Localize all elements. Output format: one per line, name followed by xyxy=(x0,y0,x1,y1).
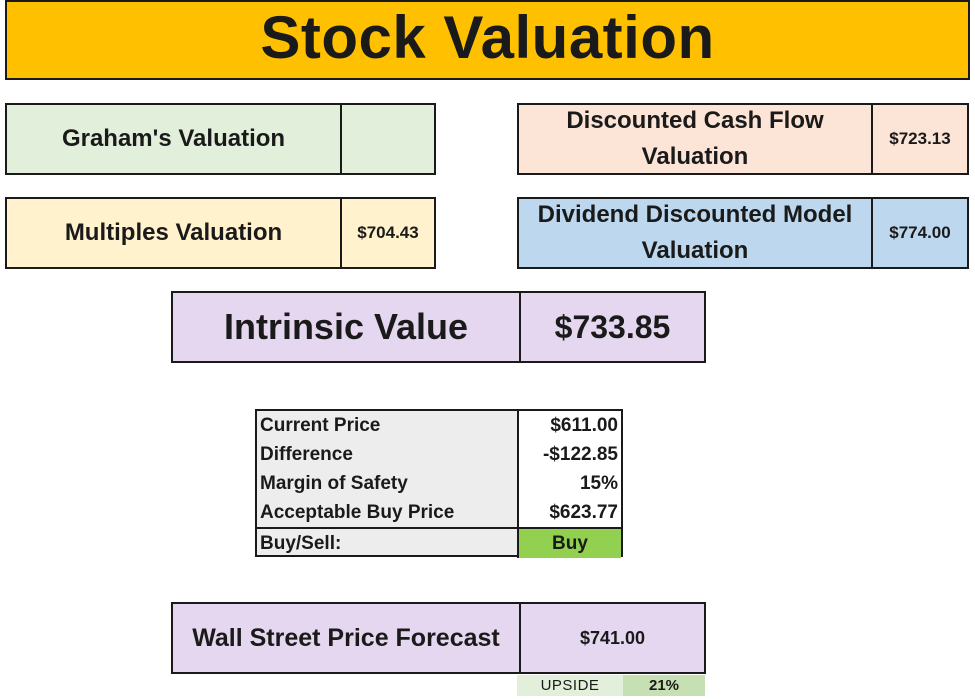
table-row: Margin of Safety 15% xyxy=(257,469,621,498)
wall-street-forecast-label: Wall Street Price Forecast xyxy=(192,624,500,652)
acceptable-buy-price-value[interactable]: $623.77 xyxy=(519,498,621,527)
margin-of-safety-value[interactable]: 15% xyxy=(519,469,621,498)
upside-row: UPSIDE 21% xyxy=(517,675,705,696)
table-row: Acceptable Buy Price $623.77 xyxy=(257,498,621,527)
multiples-valuation-value[interactable]: $704.43 xyxy=(340,199,434,267)
intrinsic-value-box: Intrinsic Value $733.85 xyxy=(171,291,706,363)
graham-valuation-box: Graham's Valuation xyxy=(5,103,436,175)
graham-valuation-label: Graham's Valuation xyxy=(61,125,286,152)
wall-street-forecast-box: Wall Street Price Forecast $741.00 xyxy=(171,602,706,674)
ddm-valuation-label: Dividend Discounted Model Valuation xyxy=(537,201,853,264)
difference-label: Difference xyxy=(257,440,519,469)
title-bar: Stock Valuation xyxy=(5,0,970,80)
multiples-valuation-label: Multiples Valuation xyxy=(64,219,283,246)
ddm-valuation-box: Dividend Discounted Model Valuation $774… xyxy=(517,197,969,269)
multiples-valuation-box: Multiples Valuation $704.43 xyxy=(5,197,436,269)
table-row: Current Price $611.00 xyxy=(257,411,621,440)
difference-value[interactable]: -$122.85 xyxy=(519,440,621,469)
buy-sell-value[interactable]: Buy xyxy=(519,529,621,558)
buy-sell-label: Buy/Sell: xyxy=(257,529,519,558)
dcf-valuation-box: Discounted Cash Flow Valuation $723.13 xyxy=(517,103,969,175)
table-row: Difference -$122.85 xyxy=(257,440,621,469)
acceptable-buy-price-label: Acceptable Buy Price xyxy=(257,498,519,527)
intrinsic-value-label: Intrinsic Value xyxy=(223,306,469,347)
ddm-valuation-value[interactable]: $774.00 xyxy=(871,199,967,267)
upside-value[interactable]: 21% xyxy=(623,675,705,696)
table-row: Buy/Sell: Buy xyxy=(257,527,621,558)
price-summary-table: Current Price $611.00 Difference -$122.8… xyxy=(255,409,623,558)
upside-label: UPSIDE xyxy=(517,675,623,696)
wall-street-forecast-value[interactable]: $741.00 xyxy=(519,604,704,672)
current-price-label: Current Price xyxy=(257,411,519,440)
current-price-value[interactable]: $611.00 xyxy=(519,411,621,440)
margin-of-safety-label: Margin of Safety xyxy=(257,469,519,498)
graham-valuation-value[interactable] xyxy=(340,105,434,173)
intrinsic-value-value[interactable]: $733.85 xyxy=(519,293,704,361)
dcf-valuation-value[interactable]: $723.13 xyxy=(871,105,967,173)
dcf-valuation-label: Discounted Cash Flow Valuation xyxy=(566,107,824,170)
page-title: Stock Valuation xyxy=(260,3,715,71)
